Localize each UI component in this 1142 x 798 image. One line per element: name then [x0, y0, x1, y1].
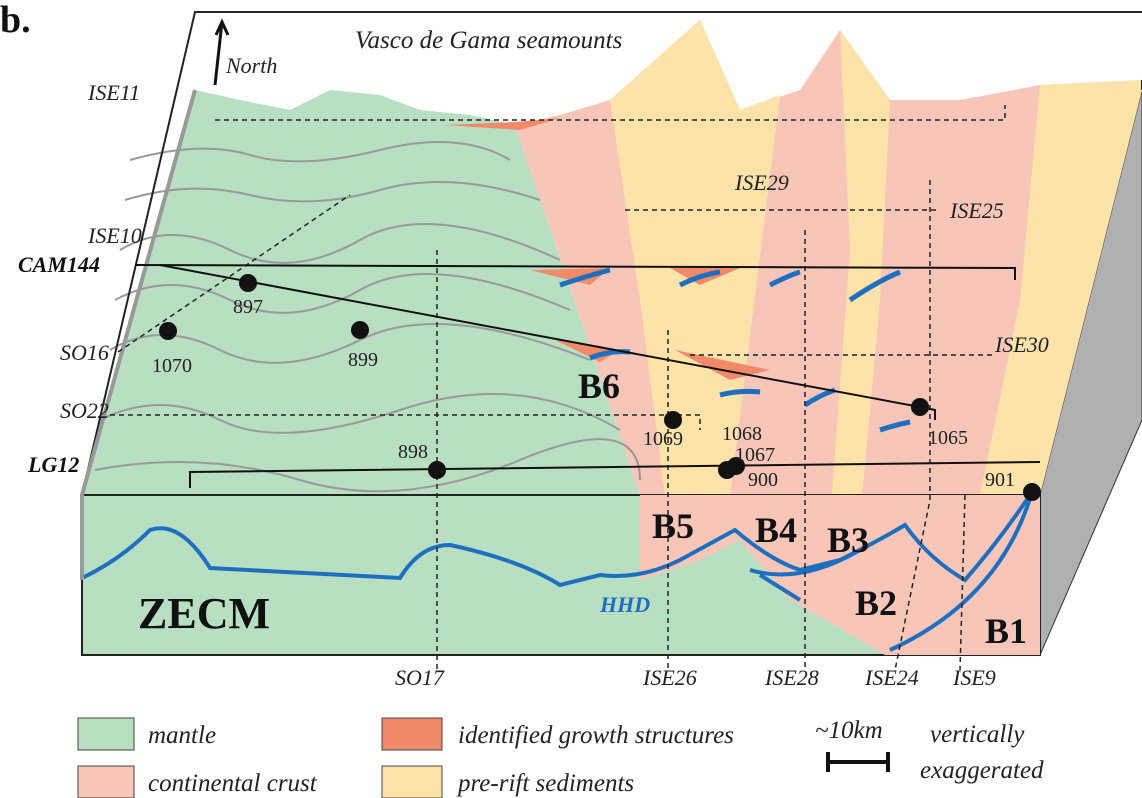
profile-label: ISE10	[87, 223, 142, 248]
well-label: 901	[985, 469, 1015, 491]
left-edge	[80, 89, 197, 580]
block-label: B3	[827, 520, 869, 560]
zone-label: ZECM	[138, 589, 270, 638]
block-label: B1	[985, 611, 1027, 651]
boundary-label: HHD	[599, 592, 650, 617]
profile-label: ISE30	[994, 332, 1049, 357]
legend-label: continental crust	[148, 770, 318, 797]
well-label: 1067	[735, 444, 775, 466]
profile-label: LG12	[27, 452, 79, 477]
scale-note: vertically	[930, 721, 1025, 748]
legend-swatch	[381, 765, 443, 798]
scale-note: exaggerated	[920, 757, 1044, 784]
well-label: 899	[348, 349, 378, 371]
north-label: North	[225, 53, 277, 78]
legend-label: mantle	[148, 722, 216, 749]
profile-lines	[110, 105, 1006, 671]
profile-label: ISE24	[864, 665, 919, 690]
hhd-front-2	[749, 491, 1034, 652]
legend-swatch	[381, 717, 443, 751]
well-label: 1065	[928, 427, 968, 449]
contours	[94, 141, 641, 493]
block-label: B5	[652, 506, 694, 546]
scale-bar	[826, 752, 890, 772]
block-label: B2	[855, 583, 897, 623]
scale-label: ~10km	[815, 717, 883, 744]
well-label: 900	[748, 469, 778, 491]
profile-label: ISE9	[952, 665, 996, 690]
legend-label: pre-rift sediments	[456, 770, 634, 797]
profile-label: ISE28	[764, 665, 819, 690]
profile-label: SO22	[60, 398, 109, 423]
profile-label: ISE26	[642, 665, 697, 690]
hhd-front	[81, 490, 1034, 588]
well-label: 897	[233, 296, 263, 318]
growth-structures	[445, 118, 770, 380]
well-label: 898	[398, 441, 428, 463]
panel-label: b.	[0, 0, 31, 41]
north-arrow	[213, 18, 230, 86]
legend-label: identified growth structures	[458, 722, 734, 749]
profile-label: ISE11	[87, 80, 140, 105]
profile-label: CAM144	[18, 252, 100, 277]
block-label: B6	[578, 366, 620, 406]
block-outline	[81, 11, 1142, 496]
legend-swatch	[77, 717, 135, 751]
well-label: 1070	[152, 355, 192, 377]
well-label: 1069	[643, 428, 683, 450]
sediment-stripes	[610, 20, 1142, 520]
wells	[159, 274, 1041, 501]
legend-swatch	[77, 765, 135, 798]
well-label: 1068	[722, 423, 762, 445]
title: Vasco de Gama seamounts	[355, 27, 622, 54]
block-label: B4	[755, 510, 797, 550]
profile-label: SO16	[60, 340, 109, 365]
profile-label: ISE29	[734, 170, 789, 195]
profile-label: SO17	[395, 665, 445, 690]
profile-label: ISE25	[949, 198, 1004, 223]
